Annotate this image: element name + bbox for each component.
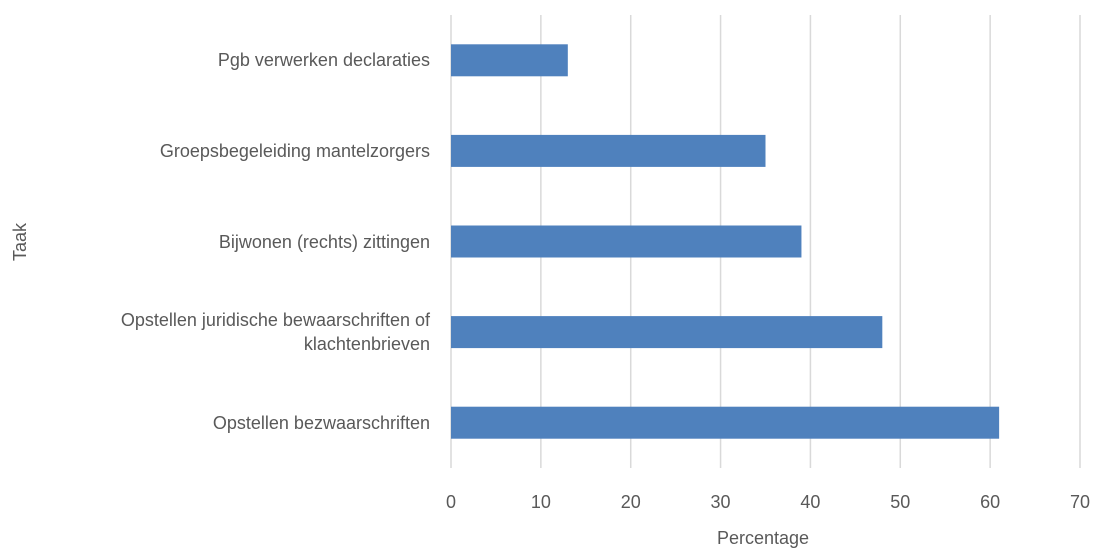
bar	[451, 225, 802, 258]
x-tick-label: 60	[980, 492, 1001, 512]
bar	[451, 406, 1000, 439]
bar	[451, 134, 766, 167]
x-tick-label: 40	[800, 492, 821, 512]
y-tick-label: Opstellen juridische bewaarschriften of …	[120, 310, 430, 355]
bar	[451, 44, 568, 77]
y-tick-label: Pgb verwerken declaraties	[217, 50, 430, 71]
x-tick-label: 50	[890, 492, 911, 512]
x-axis-title: Percentage	[716, 528, 810, 548]
bar	[451, 316, 883, 349]
x-tick-label: 0	[445, 492, 457, 512]
y-tick-label: Opstellen bezwaarschriften	[212, 412, 430, 433]
x-tick-label: 30	[710, 492, 731, 512]
y-tick-label: Bijwonen (rechts) zittingen	[218, 231, 430, 252]
x-tick-label: 20	[620, 492, 641, 512]
x-tick-label: 70	[1069, 492, 1091, 512]
y-tick-label: Groepsbegeleiding mantelzorgers	[159, 140, 430, 161]
x-tick-label: 10	[530, 492, 551, 512]
